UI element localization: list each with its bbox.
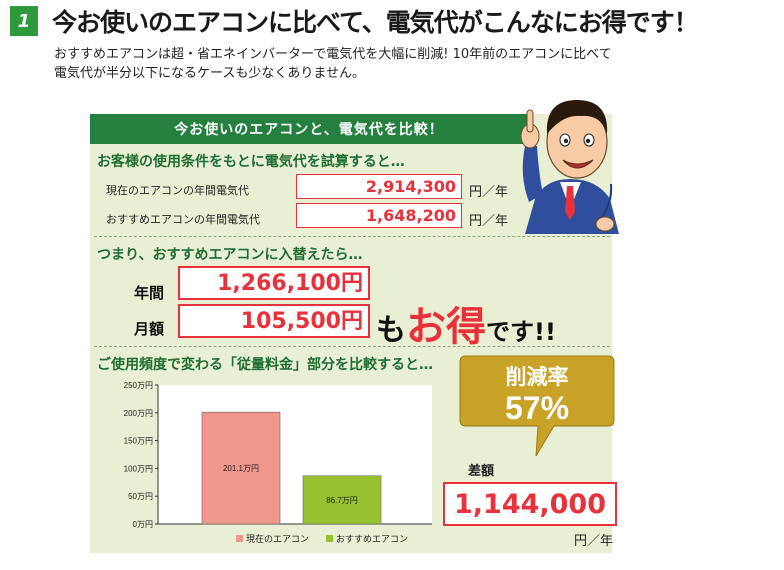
legend-label: おすすめエアコン <box>336 534 408 544</box>
intro-text: おすすめエアコンは超・省エネインバーターで電気代を大幅に削減! 10年前のエアコ… <box>54 45 744 83</box>
businessman-illustration <box>520 100 619 234</box>
legend-swatch <box>236 535 243 542</box>
reduction-rate-callout: 削減率 57% <box>459 355 615 457</box>
divider <box>94 346 610 347</box>
otoku-mo: も <box>376 313 406 348</box>
current-annual-unit: 円／年 <box>469 185 509 200</box>
current-annual-value: 2,914,300 <box>296 174 462 199</box>
recommended-annual-unit: 円／年 <box>469 214 509 229</box>
page-title: 今お使いのエアコンに比べて、電気代がこんなにお得です！ <box>52 8 699 37</box>
divider <box>94 236 610 237</box>
panel-heading: 今お使いのエアコンと、電気代を比較！ <box>90 114 528 144</box>
legend-swatch <box>326 535 333 542</box>
y-tick-label: 100万円 <box>124 464 153 473</box>
otoku-phrase: もお得です!! <box>376 294 556 352</box>
otoku-big: お得 <box>406 304 486 350</box>
usage-fee-bar-chart: 250万円 200万円 150万円 100万円 50万円 0万円 201.1万円 86.7万円… <box>124 381 432 544</box>
legend-label: 現在のエアコン <box>246 533 309 544</box>
y-tick-label: 150万円 <box>124 437 153 446</box>
monthly-savings-value: 105,500円 <box>178 304 370 338</box>
yearly-label: 年間 <box>134 284 165 302</box>
y-tick-label: 250万円 <box>124 381 153 390</box>
section2-title: つまり、おすすめエアコンに入替えたら… <box>97 247 363 263</box>
recommended-annual-value: 1,648,200 <box>296 203 462 228</box>
chart-plot-area <box>158 385 432 524</box>
bar-value-label: 86.7万円 <box>326 496 358 505</box>
otoku-desu: です!! <box>486 318 556 346</box>
recommended-annual-label: おすすめエアコンの年間電気代 <box>106 213 260 226</box>
difference-label: 差額 <box>468 464 495 479</box>
bar-current <box>201 411 281 525</box>
bar-value-label: 201.1万円 <box>223 464 259 473</box>
section-number-badge: 1 <box>10 6 38 36</box>
section3-title: ご使用頻度で変わる「従量料金」部分を比較すると… <box>97 357 433 373</box>
monthly-label: 月額 <box>134 320 165 338</box>
difference-value: 1,144,000 <box>443 482 617 526</box>
current-annual-label: 現在のエアコンの年間電気代 <box>106 184 249 197</box>
yearly-savings-value: 1,266,100円 <box>178 266 370 300</box>
reduction-rate-title: 削減率 <box>506 365 569 389</box>
intro-line-1: おすすめエアコンは超・省エネインバーターで電気代を大幅に削減! 10年前のエアコ… <box>54 47 612 62</box>
y-tick-label: 200万円 <box>124 409 153 418</box>
section1-title: お客様の使用条件をもとに電気代を試算すると… <box>97 154 405 170</box>
reduction-rate-value: 57% <box>505 390 569 426</box>
y-tick-label: 0万円 <box>133 520 153 529</box>
bar-recommended <box>302 475 382 525</box>
y-tick-label: 50万円 <box>128 492 153 501</box>
intro-line-2: 電気代が半分以下になるケースも少なくありません。 <box>54 66 365 81</box>
difference-unit: 円／年 <box>574 534 614 549</box>
